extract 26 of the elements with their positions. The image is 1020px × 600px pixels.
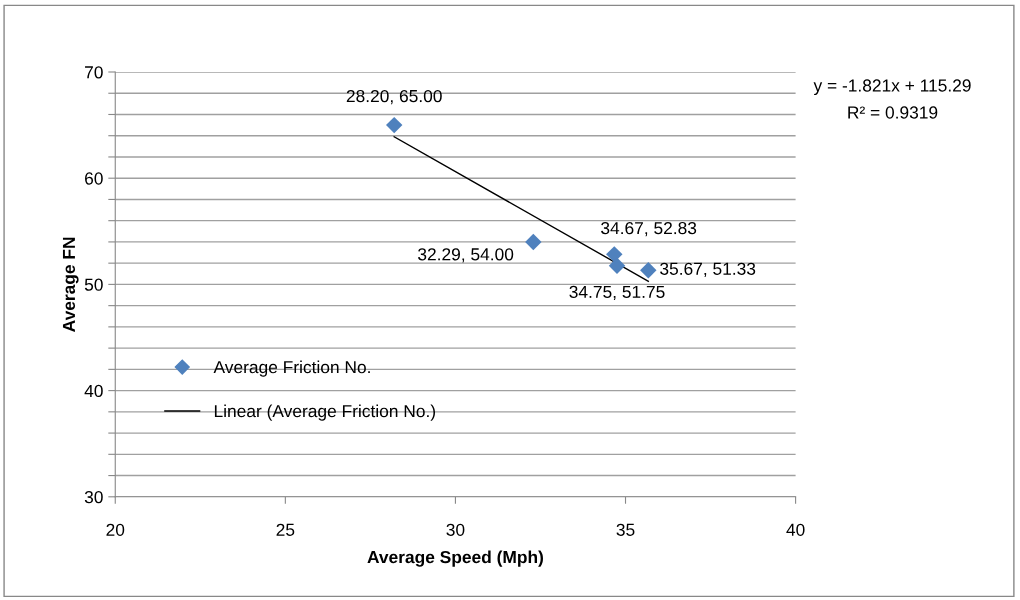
data-label: 34.75, 51.75 <box>569 285 665 301</box>
data-label: 28.20, 65.00 <box>346 89 442 105</box>
point <box>606 246 623 263</box>
y-tick-label: 70 <box>85 66 103 79</box>
legend-label: Average Friction No. <box>213 360 370 377</box>
x-tick-label: 20 <box>106 523 125 536</box>
x-tick-label: 30 <box>446 523 465 536</box>
y-tick-label: 40 <box>84 384 103 398</box>
text: y = -1.821x + 115.29 <box>813 79 971 96</box>
y-tick-label: 30 <box>84 490 103 504</box>
x-tick-label: 40 <box>786 523 805 536</box>
text: R² = 0.9319 <box>848 106 938 119</box>
data-label: 34.67, 52.83 <box>601 221 697 237</box>
point <box>385 116 403 134</box>
point <box>608 257 626 275</box>
y-tick-label: 60 <box>85 172 103 185</box>
x-tick-label: 25 <box>276 523 295 536</box>
legend-label: Linear (Average Friction No.) <box>214 404 436 421</box>
y-axis-title: Average FN <box>62 237 79 332</box>
x-axis-title: Average Speed (Mph) <box>367 550 543 567</box>
x-tick-label: 35 <box>616 523 635 536</box>
y-tick-label: 50 <box>84 278 103 291</box>
point <box>640 262 657 279</box>
data-label: 35.67, 51.33 <box>660 262 756 277</box>
point <box>525 233 542 251</box>
data-label: 32.29, 54.00 <box>418 248 514 263</box>
